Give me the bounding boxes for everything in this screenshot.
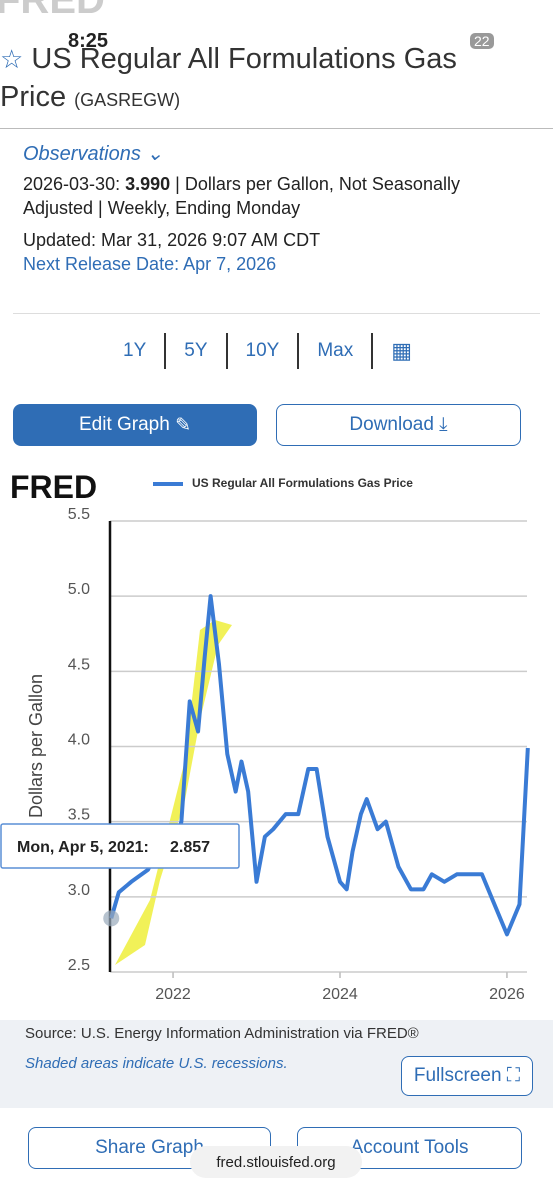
- recession-note: Shaded areas indicate U.S. recessions.: [25, 1055, 288, 1072]
- time: 8:25: [68, 30, 109, 52]
- edit-graph-button[interactable]: Edit Graph ✎: [13, 404, 257, 446]
- x-tick-label: 2026: [489, 986, 525, 1003]
- header: FRED 8:25 22 ☆ US Regular All Formulatio…: [0, 0, 553, 129]
- y-tick-label: 2.5: [68, 957, 90, 974]
- hover-point: [103, 910, 120, 927]
- title: ☆ US Regular All Formulations Gas Price …: [0, 43, 457, 113]
- series-line: [109, 594, 530, 937]
- highlight-annotation: [115, 620, 232, 965]
- range-button[interactable]: 5Y: [166, 333, 228, 369]
- y-tick-label: 5.5: [68, 506, 90, 523]
- title-text: US Regular All Formulations Gas Price: [0, 43, 457, 113]
- fullscreen-button[interactable]: Fullscreen ⛶: [401, 1056, 533, 1096]
- divider: [13, 313, 540, 314]
- observations: Observations ⌄ 2026-03-30: 3.990 | Dolla…: [23, 142, 523, 276]
- battery: 22: [470, 33, 494, 49]
- tooltip-value: 2.857: [170, 839, 210, 856]
- calendar-button[interactable]: ▦: [391, 338, 413, 363]
- fullscreen-label: Fullscreen: [413, 1065, 502, 1086]
- obs-date: 2026-03-30:: [23, 174, 121, 194]
- account-label: Account Tools: [350, 1137, 469, 1158]
- y-tick-label: 4.5: [68, 656, 90, 673]
- y-tick-label: 5.0: [68, 581, 90, 598]
- tooltip-label: Mon, Apr 5, 2021:: [17, 839, 149, 856]
- observations-toggle[interactable]: Observations ⌄: [23, 143, 164, 165]
- download-label: Download: [349, 414, 434, 435]
- y-axis-label: Dollars per Gallon: [26, 674, 46, 818]
- chart-bg: [0, 460, 553, 1020]
- obs-value: 3.990: [125, 174, 171, 194]
- range-button[interactable]: Max: [299, 333, 374, 369]
- x-tick-label: 2022: [155, 986, 191, 1003]
- url-bar[interactable]: fred.stlouisfed.org: [190, 1146, 362, 1178]
- source: Source: U.S. Energy Information Administ…: [25, 1025, 419, 1042]
- logo: FRED: [0, 0, 105, 22]
- y-tick-label: 4.0: [68, 732, 90, 749]
- y-tick-label: 3.0: [68, 882, 90, 899]
- series-id: (GASREGW): [74, 90, 181, 110]
- y-tick-label: 3.5: [68, 807, 90, 824]
- obs-line: 2026-03-30: 3.990 | Dollars per Gallon, …: [23, 172, 523, 220]
- chart: FRED US Regular All Formulations Gas Pri…: [0, 460, 553, 1020]
- range-button[interactable]: 10Y: [228, 333, 300, 369]
- x-tick-label: 2024: [322, 986, 358, 1003]
- updated: Updated: Mar 31, 2026 9:07 AM CDT: [23, 230, 321, 250]
- toggle-text: Observations: [23, 143, 141, 165]
- chart-logo: FRED: [10, 469, 97, 505]
- tooltip-box: [0, 823, 240, 869]
- edit-label: Edit Graph: [78, 414, 170, 435]
- next-release[interactable]: Next Release Date: Apr 7, 2026: [23, 254, 277, 274]
- legend-label: US Regular All Formulations Gas Price: [192, 476, 413, 490]
- share-label: Share Graph: [95, 1137, 204, 1158]
- download-button[interactable]: Download ⤓: [276, 404, 521, 446]
- range-button[interactable]: 1Y: [105, 333, 167, 369]
- range-buttons: 1Y 5Y 10Y Max ▦: [105, 333, 430, 369]
- obs-desc: | Dollars per Gallon, Not Seasonally Adj…: [23, 174, 460, 218]
